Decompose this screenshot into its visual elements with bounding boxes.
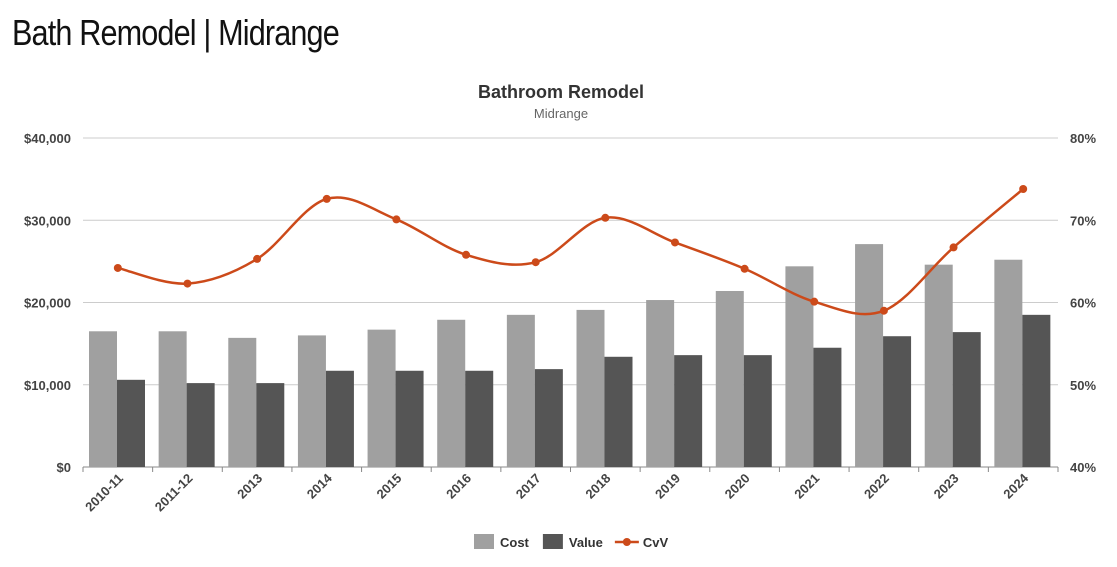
cvv-point: [322, 194, 331, 203]
bar-value: [952, 332, 981, 467]
cvv-point: [183, 279, 192, 288]
left-tick-label: $40,000: [24, 131, 71, 146]
legend-swatch-cost: [474, 534, 494, 549]
bar-value: [674, 355, 703, 467]
x-tick-label: 2016: [443, 471, 474, 502]
cvv-point: [740, 264, 749, 273]
left-tick-label: $20,000: [24, 296, 71, 311]
bar-cost: [158, 331, 187, 467]
x-tick-label: 2022: [861, 471, 892, 502]
cvv-point: [1019, 184, 1028, 193]
x-tick-label: 2019: [652, 471, 683, 502]
bar-cost: [646, 300, 675, 467]
right-tick-label: 60%: [1070, 296, 1096, 311]
x-tick-label: 2017: [513, 471, 544, 502]
chart-subtitle: Midrange: [534, 106, 588, 121]
bar-cost: [506, 314, 535, 467]
legend-swatch-value: [542, 534, 563, 549]
bar-value: [743, 355, 772, 467]
chart-title: Bathroom Remodel: [478, 82, 644, 102]
bar-value: [534, 369, 563, 467]
bar-value: [256, 383, 285, 467]
cvv-line: [117, 188, 1024, 316]
legend-label-cvv: CvV: [643, 535, 669, 550]
bar-cost: [228, 337, 257, 467]
x-tick-label: 2020: [722, 471, 753, 502]
cvv-point: [670, 238, 679, 247]
bar-cost: [994, 259, 1023, 467]
bar-cost: [715, 290, 744, 467]
cvv-point: [462, 250, 471, 259]
x-tick-label: 2013: [234, 471, 265, 502]
x-tick-label: 2010-11: [82, 471, 126, 515]
cvv-point: [531, 258, 540, 267]
bar-value: [1022, 314, 1051, 467]
right-tick-label: 50%: [1070, 378, 1096, 393]
x-tick-label: 2023: [931, 471, 962, 502]
left-tick-label: $10,000: [24, 378, 71, 393]
left-tick-label: $0: [57, 460, 71, 475]
x-tick-label: 2024: [1000, 470, 1032, 502]
bar-value: [325, 370, 354, 467]
x-tick-label: 2015: [373, 471, 404, 502]
legend-label-value: Value: [569, 535, 603, 550]
bar-value: [186, 383, 215, 467]
bar-value: [883, 336, 912, 467]
x-tick-label: 2021: [791, 471, 822, 502]
bar-value: [813, 347, 842, 467]
cvv-point: [879, 306, 888, 315]
cvv-point: [253, 254, 262, 263]
bar-cost: [367, 329, 396, 467]
x-tick-label: 2011-12: [152, 471, 196, 515]
bar-cost: [855, 244, 884, 467]
cvv-point: [601, 213, 610, 222]
right-tick-label: 40%: [1070, 460, 1096, 475]
page-title: Bath Remodel | Midrange: [12, 12, 340, 53]
legend-marker: [622, 538, 631, 546]
cvv-point: [810, 297, 819, 306]
right-tick-label: 80%: [1070, 131, 1096, 146]
bar-cost: [297, 335, 326, 467]
bar-value: [395, 370, 424, 467]
bar-cost: [437, 319, 466, 467]
bar-cost: [576, 309, 605, 467]
bar-value: [117, 379, 145, 467]
bar-value: [465, 370, 494, 467]
cvv-point: [392, 215, 401, 224]
right-tick-label: 70%: [1070, 213, 1096, 228]
x-tick-label: 2018: [582, 471, 613, 502]
cvv-point: [949, 243, 958, 252]
legend-label-cost: Cost: [500, 535, 530, 550]
bar-cost: [89, 331, 117, 467]
cvv-point: [113, 263, 122, 272]
bar-value: [604, 356, 633, 467]
x-tick-label: 2014: [304, 470, 336, 502]
left-tick-label: $30,000: [24, 213, 71, 228]
bar-cost: [924, 264, 953, 467]
